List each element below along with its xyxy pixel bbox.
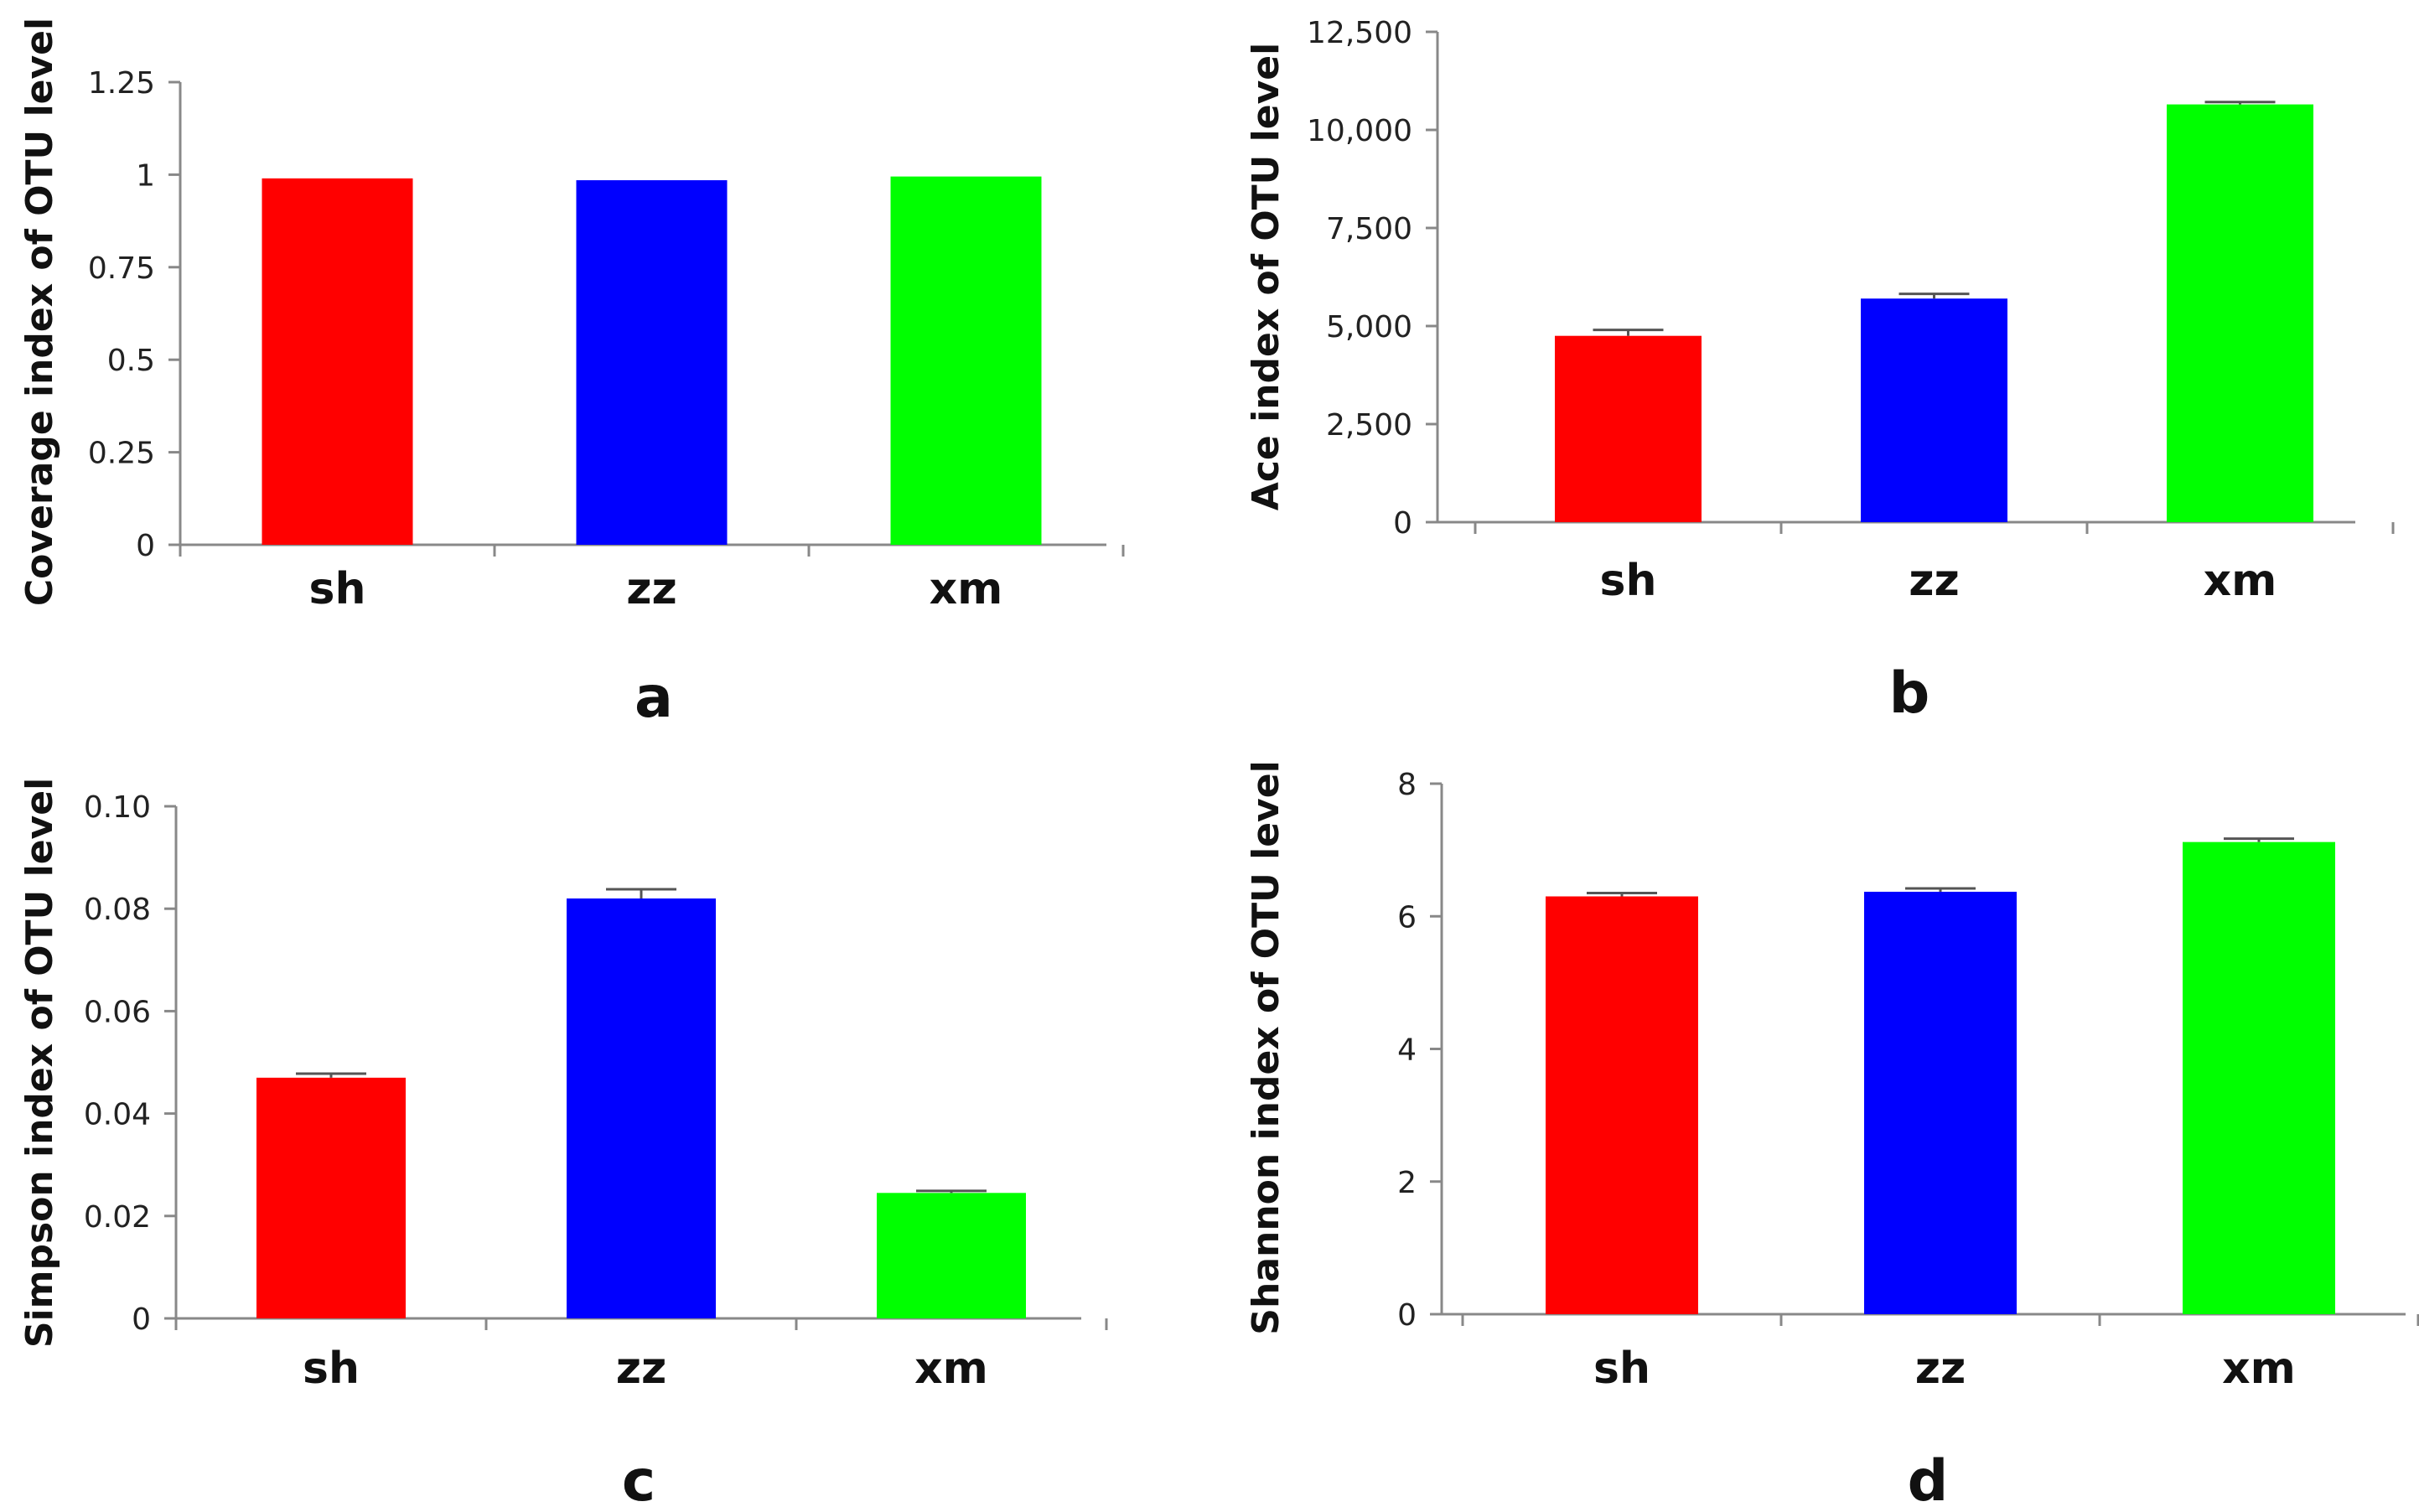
y-tick-label-c-5: 0.10	[84, 790, 151, 825]
category-label-c-sh: sh	[303, 1344, 360, 1394]
y-tick-label-a-5: 1.25	[88, 66, 155, 101]
y-tick-label-b-2: 5,000	[1326, 310, 1412, 344]
y-tick-label-b-1: 2,500	[1326, 408, 1412, 443]
bar-b-sh	[1555, 335, 1702, 522]
bar-d-xm	[2183, 841, 2335, 1314]
category-label-a-sh: sh	[309, 564, 366, 614]
y-tick-label-b-3: 7,500	[1326, 212, 1412, 246]
chart-panel-b: 0 2,500 5,000 7,500 10,000 12,500 sh zz xm Ace in…	[1245, 16, 2395, 727]
y-tick-label-c-3: 0.06	[84, 995, 151, 1029]
category-label-d-zz: zz	[1915, 1344, 1966, 1394]
chart-panel-d: 0 2 4 6 8 sh zz xm Shannon index of OTU level d	[1245, 760, 2419, 1512]
chart-panel-a: 0 0.25 0.5 0.75 1 1.25 sh zz xm Coverage index of…	[18, 18, 1125, 731]
panel-letter-d: d	[1908, 1448, 1949, 1512]
y-tick-label-b-4: 10,000	[1307, 114, 1412, 148]
bar-a-zz	[576, 180, 728, 546]
category-label-b-zz: zz	[1909, 556, 1960, 606]
bar-d-zz	[1864, 891, 2017, 1314]
y-tick-label-a-0: 0	[136, 529, 155, 563]
y-tick-label-b-0: 0	[1393, 506, 1412, 541]
y-tick-label-c-4: 0.08	[84, 893, 151, 927]
y-axis-title-c: Simpson index of OTU level	[18, 778, 61, 1348]
bar-c-sh	[256, 1077, 406, 1318]
bar-c-zz	[567, 898, 716, 1318]
chart-panel-c: 0 0.02 0.04 0.06 0.08 0.10 sh zz xm Simpson index…	[18, 778, 1108, 1512]
bar-a-sh	[262, 178, 413, 546]
y-tick-label-b-5: 12,500	[1307, 16, 1412, 50]
y-tick-label-a-1: 0.25	[88, 437, 155, 471]
y-tick-label-a-3: 0.75	[88, 251, 155, 286]
y-tick-label-d-2: 4	[1397, 1033, 1417, 1068]
y-tick-label-c-0: 0	[132, 1302, 151, 1337]
category-label-a-zz: zz	[626, 564, 677, 614]
y-axis-title-a: Coverage index of OTU level	[18, 18, 61, 606]
category-label-c-xm: xm	[914, 1344, 988, 1394]
y-tick-label-c-2: 0.04	[84, 1098, 151, 1132]
y-tick-label-d-1: 2	[1397, 1166, 1417, 1200]
category-label-c-zz: zz	[616, 1344, 667, 1394]
category-label-a-xm: xm	[930, 564, 1003, 614]
category-label-d-xm: xm	[2222, 1344, 2296, 1394]
category-label-d-sh: sh	[1593, 1344, 1650, 1394]
panel-letter-b: b	[1889, 660, 1930, 727]
y-tick-label-d-3: 6	[1397, 900, 1417, 935]
y-tick-label-c-1: 0.02	[84, 1200, 151, 1235]
category-label-b-xm: xm	[2204, 556, 2277, 606]
y-tick-label-a-4: 1	[136, 158, 155, 193]
y-axis-title-d: Shannon index of OTU level	[1245, 760, 1287, 1334]
bar-a-xm	[890, 176, 1042, 545]
panel-letter-c: c	[622, 1448, 655, 1512]
y-tick-label-d-4: 8	[1397, 768, 1417, 802]
y-tick-label-a-2: 0.5	[107, 344, 155, 378]
category-label-b-sh: sh	[1600, 556, 1657, 606]
bar-c-xm	[877, 1193, 1026, 1318]
bar-b-zz	[1861, 298, 2007, 522]
y-tick-label-d-0: 0	[1397, 1298, 1417, 1333]
bar-b-xm	[2167, 104, 2313, 522]
bar-d-sh	[1546, 896, 1698, 1314]
panel-letter-a: a	[635, 665, 673, 731]
y-axis-title-b: Ace index of OTU level	[1245, 43, 1287, 510]
